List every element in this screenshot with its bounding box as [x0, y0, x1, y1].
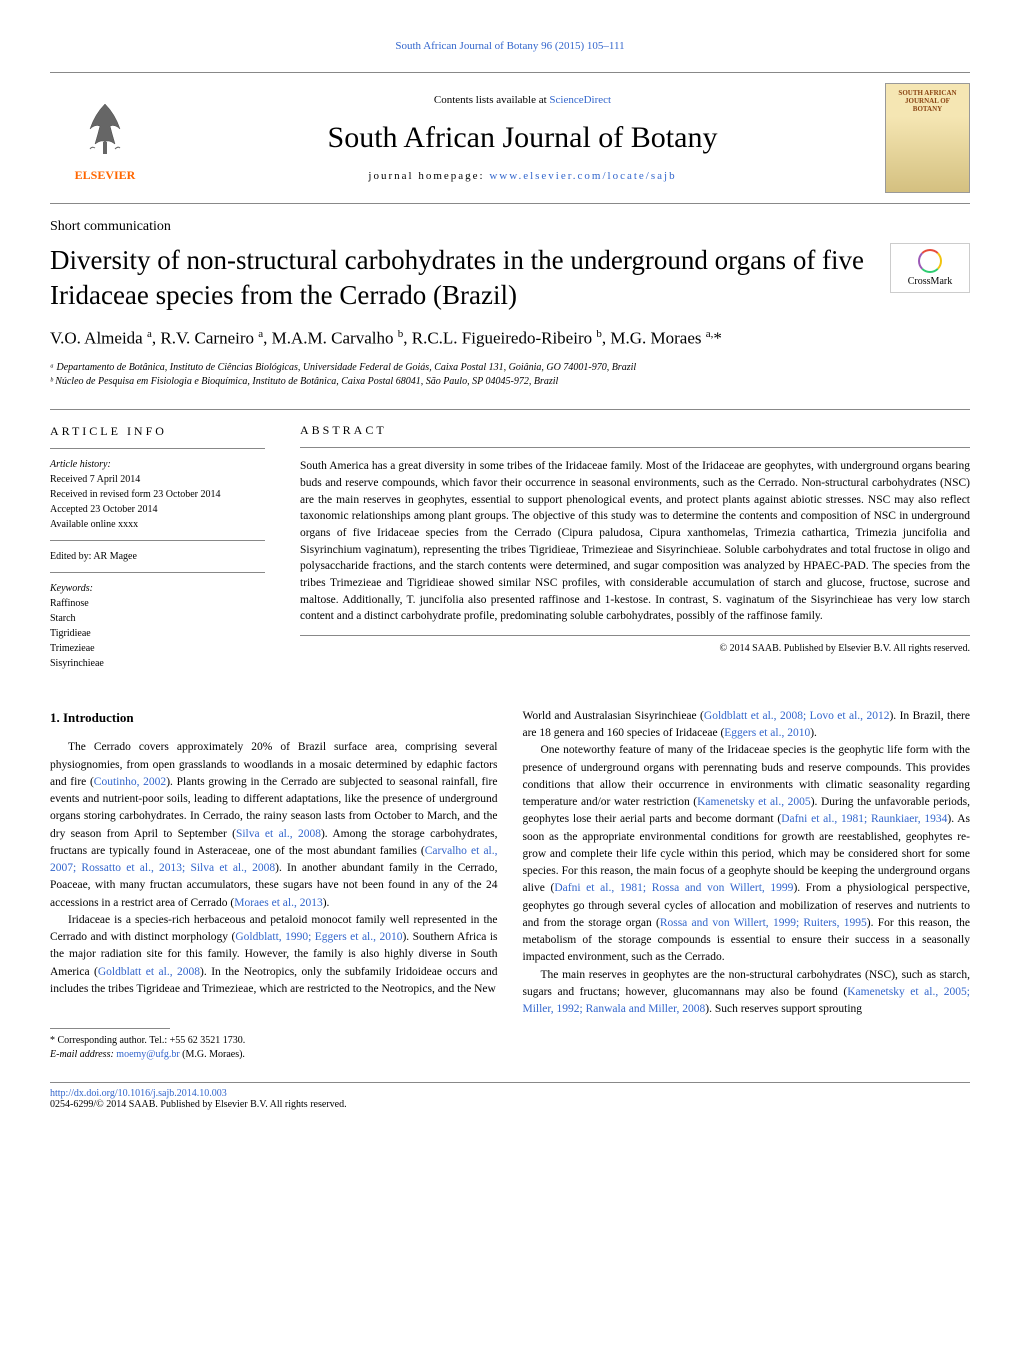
keyword-4: Sisyrinchieae — [50, 656, 265, 671]
journal-title: South African Journal of Botany — [160, 121, 885, 155]
doi-link[interactable]: http://dx.doi.org/10.1016/j.sajb.2014.10… — [50, 1088, 227, 1099]
history-received: Received 7 April 2014 — [50, 472, 265, 487]
article-info-sidebar: ARTICLE INFO Article history: Received 7… — [50, 410, 280, 683]
edited-by-block: Edited by: AR Magee — [50, 549, 265, 573]
issn-copyright: 0254-6299/© 2014 SAAB. Published by Else… — [50, 1099, 970, 1110]
affiliation-a: ᵃ Departamento de Botânica, Instituto de… — [50, 361, 970, 375]
citation-header: South African Journal of Botany 96 (2015… — [50, 40, 970, 52]
bottom-bar: http://dx.doi.org/10.1016/j.sajb.2014.10… — [50, 1082, 970, 1110]
intro-para-3: World and Australasian Sisyrinchieae (Go… — [523, 708, 971, 743]
abstract-heading: ABSTRACT — [300, 422, 970, 448]
keyword-3: Trimezieae — [50, 641, 265, 656]
sciencedirect-link[interactable]: ScienceDirect — [549, 94, 611, 106]
keywords-block: Keywords: Raffinose Starch Tigridieae Tr… — [50, 581, 265, 671]
intro-para-2: Iridaceae is a species-rich herbaceous a… — [50, 912, 498, 998]
header-center: Contents lists available at ScienceDirec… — [160, 94, 885, 182]
authors-list: V.O. Almeida a, R.V. Carneiro a, M.A.M. … — [50, 328, 970, 349]
contents-label: Contents lists available at — [434, 94, 549, 106]
corresponding-text: * Corresponding author. Tel.: +55 62 352… — [50, 1034, 498, 1048]
intro-para-5: The main reserves in geophytes are the n… — [523, 967, 971, 1019]
history-accepted: Accepted 23 October 2014 — [50, 502, 265, 517]
history-online: Available online xxxx — [50, 517, 265, 532]
title-row: Diversity of non-structural carbohydrate… — [50, 243, 970, 328]
intro-para-4: One noteworthy feature of many of the Ir… — [523, 742, 971, 966]
body-columns: 1. Introduction The Cerrado covers appro… — [50, 708, 970, 1062]
crossmark-label: CrossMark — [908, 276, 952, 287]
info-abstract-row: ARTICLE INFO Article history: Received 7… — [50, 409, 970, 683]
left-column: 1. Introduction The Cerrado covers appro… — [50, 708, 498, 1062]
keyword-0: Raffinose — [50, 596, 265, 611]
article-history-block: Article history: Received 7 April 2014 R… — [50, 457, 265, 541]
keyword-2: Tigridieae — [50, 626, 265, 641]
crossmark-badge[interactable]: CrossMark — [890, 243, 970, 293]
history-revised: Received in revised form 23 October 2014 — [50, 487, 265, 502]
affiliations: ᵃ Departamento de Botânica, Instituto de… — [50, 361, 970, 389]
abstract-section: ABSTRACT South America has a great diver… — [280, 410, 970, 683]
cover-title: SOUTH AFRICAN JOURNAL OF BOTANY — [891, 89, 964, 113]
article-title: Diversity of non-structural carbohydrate… — [50, 243, 890, 313]
email-label: E-mail address: — [50, 1049, 116, 1060]
journal-cover-thumbnail: SOUTH AFRICAN JOURNAL OF BOTANY — [885, 83, 970, 193]
keyword-1: Starch — [50, 611, 265, 626]
keywords-label: Keywords: — [50, 581, 265, 596]
contents-lists-text: Contents lists available at ScienceDirec… — [160, 94, 885, 106]
history-label: Article history: — [50, 457, 265, 472]
article-info-heading: ARTICLE INFO — [50, 422, 265, 449]
affiliation-b: ᵇ Núcleo de Pesquisa em Fisiologia e Bio… — [50, 375, 970, 389]
elsevier-tree-icon — [70, 94, 140, 164]
intro-heading: 1. Introduction — [50, 708, 498, 728]
article-type: Short communication — [50, 219, 970, 235]
email-suffix: (M.G. Moraes). — [180, 1049, 245, 1060]
right-column: World and Australasian Sisyrinchieae (Go… — [523, 708, 971, 1062]
elsevier-text: ELSEVIER — [75, 168, 136, 183]
email-line: E-mail address: moemy@ufg.br (M.G. Morae… — [50, 1048, 498, 1062]
homepage-link[interactable]: www.elsevier.com/locate/sajb — [489, 170, 676, 182]
intro-para-1: The Cerrado covers approximately 20% of … — [50, 739, 498, 912]
abstract-copyright: © 2014 SAAB. Published by Elsevier B.V. … — [300, 642, 970, 657]
journal-header-bar: ELSEVIER Contents lists available at Sci… — [50, 72, 970, 204]
abstract-text: South America has a great diversity in s… — [300, 458, 970, 636]
email-link[interactable]: moemy@ufg.br — [116, 1049, 179, 1060]
corresponding-author-footnote: * Corresponding author. Tel.: +55 62 352… — [50, 1034, 498, 1062]
journal-homepage: journal homepage: www.elsevier.com/locat… — [160, 170, 885, 182]
crossmark-icon — [918, 249, 942, 273]
footnote-separator — [50, 1028, 170, 1029]
homepage-label: journal homepage: — [368, 170, 489, 182]
elsevier-logo: ELSEVIER — [50, 83, 160, 193]
